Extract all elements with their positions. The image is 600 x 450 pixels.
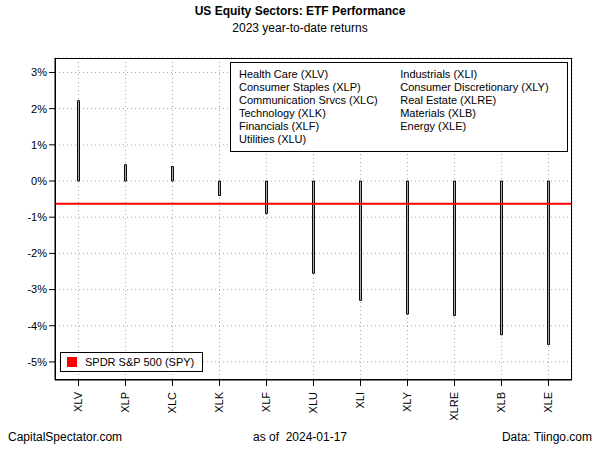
svg-text:XLV: XLV xyxy=(72,391,84,412)
svg-text:XLF: XLF xyxy=(260,392,272,412)
svg-text:-1%: -1% xyxy=(27,211,47,223)
svg-text:0%: 0% xyxy=(31,175,47,187)
svg-text:-5%: -5% xyxy=(27,356,47,368)
svg-text:3%: 3% xyxy=(31,66,47,78)
html-text:Real Estate (XLRE): Real Estate (XLRE) xyxy=(400,94,497,106)
svg-text:XLB: XLB xyxy=(495,392,507,413)
html-text:2023 year-to-date returns: 2023 year-to-date returns xyxy=(232,21,368,35)
svg-text:XLY: XLY xyxy=(401,391,413,412)
svg-text:XLK: XLK xyxy=(213,391,225,412)
svg-text:-3%: -3% xyxy=(27,283,47,295)
html-text:Data: Tiingo.com: Data: Tiingo.com xyxy=(502,430,592,444)
svg-text:2%: 2% xyxy=(31,103,47,115)
svg-text:-4%: -4% xyxy=(27,320,47,332)
html-text:Financials (XLF): Financials (XLF) xyxy=(239,120,320,132)
html-text:Consumer Discretionary (XLY): Consumer Discretionary (XLY) xyxy=(400,81,549,93)
html-text:US Equity Sectors: ETF Perform: US Equity Sectors: ETF Performance xyxy=(194,4,406,18)
svg-text:XLU: XLU xyxy=(307,392,319,413)
html-text:as of 2024-01-17: as of 2024-01-17 xyxy=(253,430,347,444)
svg-text:-2%: -2% xyxy=(27,247,47,259)
html-text:Consumer Staples (XLP): Consumer Staples (XLP) xyxy=(239,81,361,93)
svg-text:1%: 1% xyxy=(31,139,47,151)
html-text:Utilities (XLU): Utilities (XLU) xyxy=(239,133,307,145)
svg-text:XLP: XLP xyxy=(119,392,131,413)
svg-text:XLI: XLI xyxy=(354,392,366,409)
svg-text:XLRE: XLRE xyxy=(448,392,460,421)
svg-text:XLC: XLC xyxy=(166,392,178,413)
html-text:Materials (XLB): Materials (XLB) xyxy=(400,107,476,119)
html-text:Industrials (XLI): Industrials (XLI) xyxy=(400,68,478,80)
html-text:SPDR S&P 500 (SPY): SPDR S&P 500 (SPY) xyxy=(85,356,195,368)
html-text:Technology (XLK): Technology (XLK) xyxy=(239,107,326,119)
html-text:Communication Srvcs (XLC): Communication Srvcs (XLC) xyxy=(239,94,378,106)
html-text:Energy (XLE): Energy (XLE) xyxy=(400,120,467,132)
html-text:Health Care (XLV): Health Care (XLV) xyxy=(239,68,329,80)
svg-text:XLE: XLE xyxy=(542,392,554,413)
html-text:CapitalSpectator.com: CapitalSpectator.com xyxy=(8,430,123,444)
